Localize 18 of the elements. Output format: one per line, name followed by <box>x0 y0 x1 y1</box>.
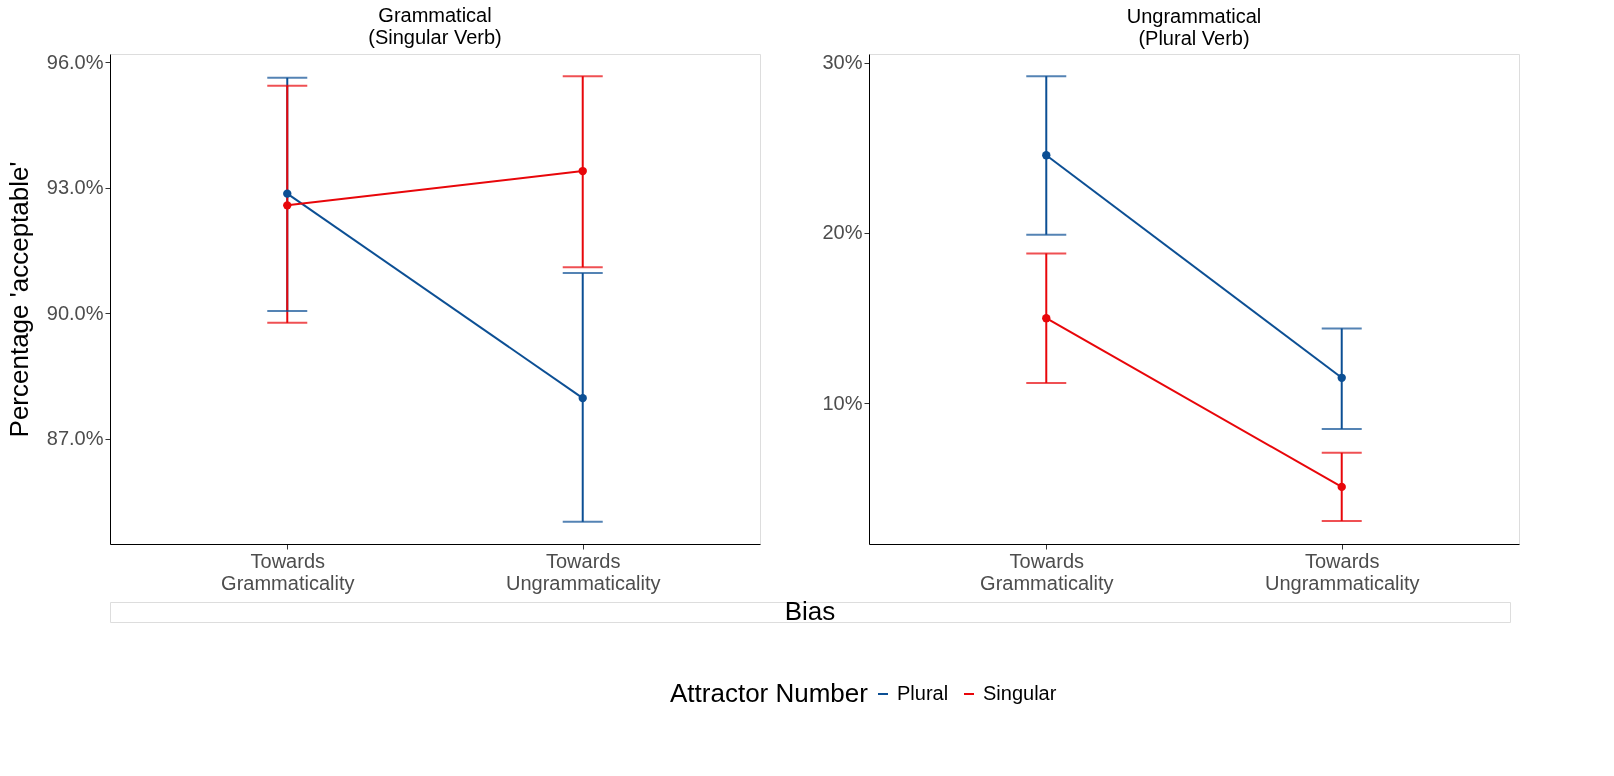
y-tick-label: 93.0% <box>46 176 104 199</box>
chart-title: Ungrammatical (Plural Verb) <box>1126 4 1262 49</box>
x-tick-label: Towards Ungrammaticality <box>1264 549 1420 594</box>
y-tick-label: 96.0% <box>46 50 104 73</box>
x-tick-label: Towards Grammaticality <box>980 549 1114 594</box>
x-tick-label: Towards Grammaticality <box>221 549 355 594</box>
legend-label: Singular <box>983 682 1057 704</box>
chart-title: Grammatical (Singular Verb) <box>368 4 502 49</box>
y-tick-label: 10% <box>822 391 863 414</box>
y-tick-label: 87.0% <box>46 427 104 450</box>
legend-label: Plural <box>897 682 949 704</box>
x-axis-title: Bias <box>784 596 836 626</box>
y-tick-label: 30% <box>822 51 863 74</box>
x-tick-label: Towards Ungrammaticality <box>505 549 661 594</box>
legend-title: Attractor Number <box>670 678 869 708</box>
y-axis-title: Percentage 'acceptable' <box>3 161 34 438</box>
y-tick-label: 90.0% <box>46 301 104 324</box>
y-tick-label: 20% <box>822 221 863 244</box>
